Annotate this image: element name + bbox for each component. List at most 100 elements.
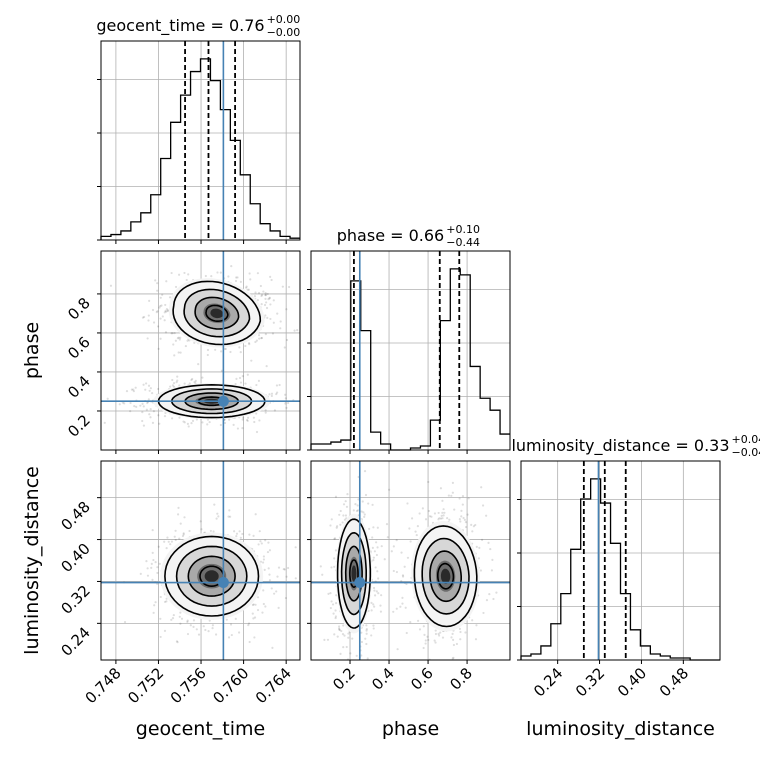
scatter-point — [241, 418, 244, 421]
scatter-point — [285, 406, 288, 409]
scatter-point — [447, 494, 450, 497]
scatter-point — [171, 617, 175, 620]
scatter-point — [146, 401, 149, 405]
scatter-point — [237, 631, 241, 634]
scatter-point — [365, 627, 368, 631]
scatter-point — [427, 638, 430, 642]
scatter-point — [238, 346, 241, 349]
scatter-point — [459, 630, 462, 634]
scatter-point — [156, 289, 159, 292]
scatter-point — [364, 637, 367, 640]
scatter-point — [471, 619, 474, 622]
scatter-point — [360, 631, 363, 634]
scatter-point — [319, 565, 322, 568]
scatter-point — [187, 425, 190, 428]
scatter-point — [153, 604, 156, 607]
scatter-point — [209, 529, 212, 533]
scatter-point — [195, 628, 198, 631]
title-text: luminosity_distance = 0.33 — [511, 436, 729, 456]
scatter-point — [491, 558, 494, 562]
scatter-point — [171, 332, 174, 335]
scatter-point — [172, 385, 175, 388]
scatter-point — [176, 375, 179, 378]
scatter-point — [340, 629, 343, 633]
scatter-point — [144, 382, 148, 385]
scatter-point — [163, 540, 166, 543]
scatter-point — [170, 417, 174, 420]
scatter-point — [125, 390, 129, 393]
scatter-point — [372, 526, 375, 529]
scatter-point — [463, 518, 466, 521]
scatter-point — [246, 419, 249, 422]
scatter-point — [364, 493, 368, 497]
scatter-point — [152, 558, 155, 562]
scatter-point — [178, 615, 181, 618]
scatter-point — [458, 627, 462, 630]
contour-line — [172, 280, 262, 346]
scatter-point — [145, 560, 148, 563]
contour-line — [344, 545, 363, 602]
panel-frame — [310, 250, 511, 451]
scatter-point — [232, 423, 235, 426]
scatter-point — [154, 601, 157, 604]
scatter-point — [403, 565, 406, 568]
scatter-point — [392, 610, 395, 613]
scatter-point — [253, 295, 257, 298]
scatter-point — [179, 622, 182, 625]
scatter-point — [422, 625, 425, 628]
scatter-point — [347, 636, 350, 639]
scatter-point — [228, 418, 231, 421]
scatter-point — [164, 303, 167, 307]
scatter-point — [214, 633, 218, 636]
scatter-point — [396, 648, 399, 651]
scatter-point — [487, 541, 490, 544]
x-tick-label: 0.748 — [82, 664, 125, 707]
scatter-point — [253, 616, 257, 619]
scatter-point — [263, 303, 267, 307]
scatter-point — [177, 273, 181, 276]
scatter-point — [159, 296, 162, 299]
scatter-point — [360, 640, 364, 644]
scatter-point — [294, 577, 297, 580]
scatter-point — [459, 638, 462, 641]
scatter-point — [321, 573, 324, 576]
scatter-point — [149, 387, 152, 390]
scatter-point — [215, 517, 218, 520]
scatter-point — [264, 293, 267, 297]
scatter-point — [409, 540, 412, 543]
scatter-point — [261, 561, 265, 564]
scatter-point — [345, 645, 348, 649]
scatter-point — [464, 631, 467, 634]
scatter-point — [254, 340, 257, 344]
scatter-point — [433, 639, 436, 642]
scatter-point — [329, 606, 332, 610]
x-axis-label-geocent-time: geocent_time — [136, 718, 265, 740]
title-minus: −0.00 — [267, 26, 301, 39]
y-tick-label: 0.32 — [57, 582, 93, 618]
scatter-point — [284, 596, 288, 600]
scatter-point — [276, 312, 279, 315]
contour-line — [336, 518, 372, 629]
scatter-point — [485, 599, 489, 602]
scatter-point — [440, 663, 442, 665]
scatter-point — [178, 537, 181, 540]
scatter-point — [172, 381, 176, 385]
scatter-point — [339, 523, 342, 526]
scatter-point — [338, 628, 341, 631]
scatter-point — [270, 394, 273, 398]
scatter-point — [174, 339, 177, 342]
scatter-point — [235, 377, 238, 380]
scatter-point — [220, 350, 223, 353]
scatter-point — [471, 530, 474, 533]
scatter-point — [181, 534, 185, 538]
scatter-point — [139, 572, 142, 575]
scatter-point — [180, 617, 184, 620]
scatter-point — [206, 348, 210, 352]
scatter-point — [275, 384, 279, 387]
scatter-point — [251, 612, 254, 615]
scatter-point — [178, 416, 181, 419]
scatter-point — [344, 514, 348, 517]
scatter-point — [480, 538, 484, 541]
scatter-point — [171, 378, 174, 382]
